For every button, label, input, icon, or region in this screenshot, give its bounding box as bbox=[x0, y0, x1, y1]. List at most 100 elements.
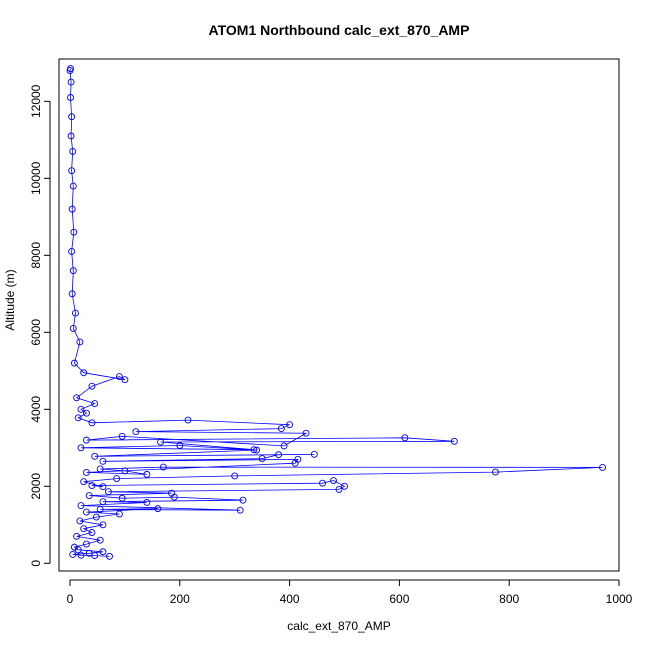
data-point bbox=[68, 113, 76, 121]
data-point bbox=[275, 451, 283, 459]
data-point bbox=[236, 506, 244, 514]
data-point bbox=[492, 468, 499, 476]
data-point bbox=[118, 494, 126, 502]
x-tick-label: 600 bbox=[389, 592, 409, 606]
data-point bbox=[96, 505, 104, 513]
data-point bbox=[231, 472, 239, 480]
data-point bbox=[154, 505, 162, 513]
data-point bbox=[319, 479, 326, 487]
data-point bbox=[73, 532, 81, 540]
data-series bbox=[66, 65, 606, 560]
data-point bbox=[104, 488, 112, 496]
data-point bbox=[91, 400, 99, 407]
data-point bbox=[250, 446, 258, 454]
y-tick-label: 10000 bbox=[29, 161, 43, 195]
data-point bbox=[70, 228, 78, 236]
data-point bbox=[99, 548, 107, 556]
data-point bbox=[83, 540, 90, 548]
data-point bbox=[159, 463, 167, 471]
x-tick-label: 200 bbox=[170, 592, 190, 606]
data-point bbox=[132, 428, 140, 436]
data-point bbox=[294, 455, 302, 463]
x-tick-label: 1000 bbox=[606, 592, 633, 606]
data-point bbox=[106, 552, 113, 560]
data-point bbox=[76, 338, 84, 346]
data-point bbox=[77, 405, 85, 413]
data-point bbox=[69, 267, 77, 275]
data-point bbox=[77, 502, 85, 510]
data-point bbox=[85, 549, 93, 557]
data-point bbox=[115, 373, 123, 381]
x-tick-label: 0 bbox=[67, 592, 74, 606]
data-point bbox=[168, 489, 175, 497]
y-tick-label: 2000 bbox=[29, 473, 43, 500]
data-point bbox=[77, 551, 85, 559]
y-tick-label: 6000 bbox=[29, 319, 43, 346]
y-axis: 0 2000 4000 6000 8000 10000 12000 bbox=[29, 84, 51, 567]
data-point bbox=[67, 132, 75, 140]
data-point bbox=[74, 414, 82, 422]
data-point bbox=[96, 536, 104, 544]
x-tick-label: 800 bbox=[499, 592, 519, 606]
data-point bbox=[88, 529, 96, 536]
data-point bbox=[88, 419, 96, 427]
data-point bbox=[88, 482, 96, 489]
data-point bbox=[77, 444, 85, 452]
data-point bbox=[450, 437, 458, 445]
data-point bbox=[115, 510, 123, 518]
data-point bbox=[184, 416, 192, 424]
data-point bbox=[157, 438, 165, 446]
data-point bbox=[113, 475, 121, 483]
data-point bbox=[118, 432, 126, 440]
y-tick-label: 8000 bbox=[29, 242, 43, 269]
data-point bbox=[83, 508, 90, 516]
data-point bbox=[143, 470, 151, 478]
data-point bbox=[280, 442, 288, 450]
x-tick-label: 400 bbox=[280, 592, 300, 606]
data-point bbox=[121, 376, 129, 384]
data-point bbox=[72, 309, 79, 317]
x-axis-label: calc_ext_870_AMP bbox=[287, 619, 390, 633]
data-point bbox=[85, 492, 93, 499]
data-point bbox=[67, 94, 74, 101]
data-point bbox=[401, 434, 409, 442]
data-point bbox=[91, 452, 99, 460]
data-point bbox=[83, 436, 90, 444]
data-point bbox=[286, 421, 294, 429]
data-point bbox=[335, 485, 343, 493]
data-point bbox=[68, 290, 76, 298]
data-point bbox=[83, 409, 90, 417]
data-point bbox=[69, 182, 77, 190]
data-point bbox=[69, 147, 77, 155]
data-point bbox=[277, 425, 285, 433]
data-point bbox=[68, 248, 76, 255]
data-point bbox=[143, 499, 151, 506]
y-axis-label: Altitude (m) bbox=[3, 269, 17, 330]
data-point bbox=[68, 205, 76, 213]
data-point bbox=[88, 382, 96, 390]
data-point bbox=[99, 483, 107, 491]
data-point bbox=[76, 517, 84, 525]
data-point bbox=[83, 468, 90, 476]
data-point bbox=[176, 442, 184, 449]
data-point bbox=[70, 543, 78, 551]
data-point bbox=[80, 369, 88, 377]
data-point bbox=[302, 429, 310, 437]
data-point bbox=[96, 465, 104, 473]
data-point bbox=[67, 78, 75, 86]
data-point bbox=[80, 525, 88, 533]
series-line bbox=[69, 68, 603, 557]
data-point bbox=[330, 477, 337, 484]
y-tick-label: 12000 bbox=[29, 84, 43, 118]
x-axis: 0 200 400 600 800 1000 bbox=[67, 579, 633, 606]
data-point bbox=[92, 513, 100, 521]
data-point bbox=[599, 463, 606, 471]
data-point bbox=[310, 450, 318, 458]
data-point bbox=[99, 521, 107, 529]
data-point bbox=[80, 478, 88, 486]
data-point bbox=[67, 65, 74, 73]
data-point bbox=[99, 457, 107, 465]
plot-frame bbox=[58, 58, 620, 572]
data-point bbox=[68, 167, 76, 175]
